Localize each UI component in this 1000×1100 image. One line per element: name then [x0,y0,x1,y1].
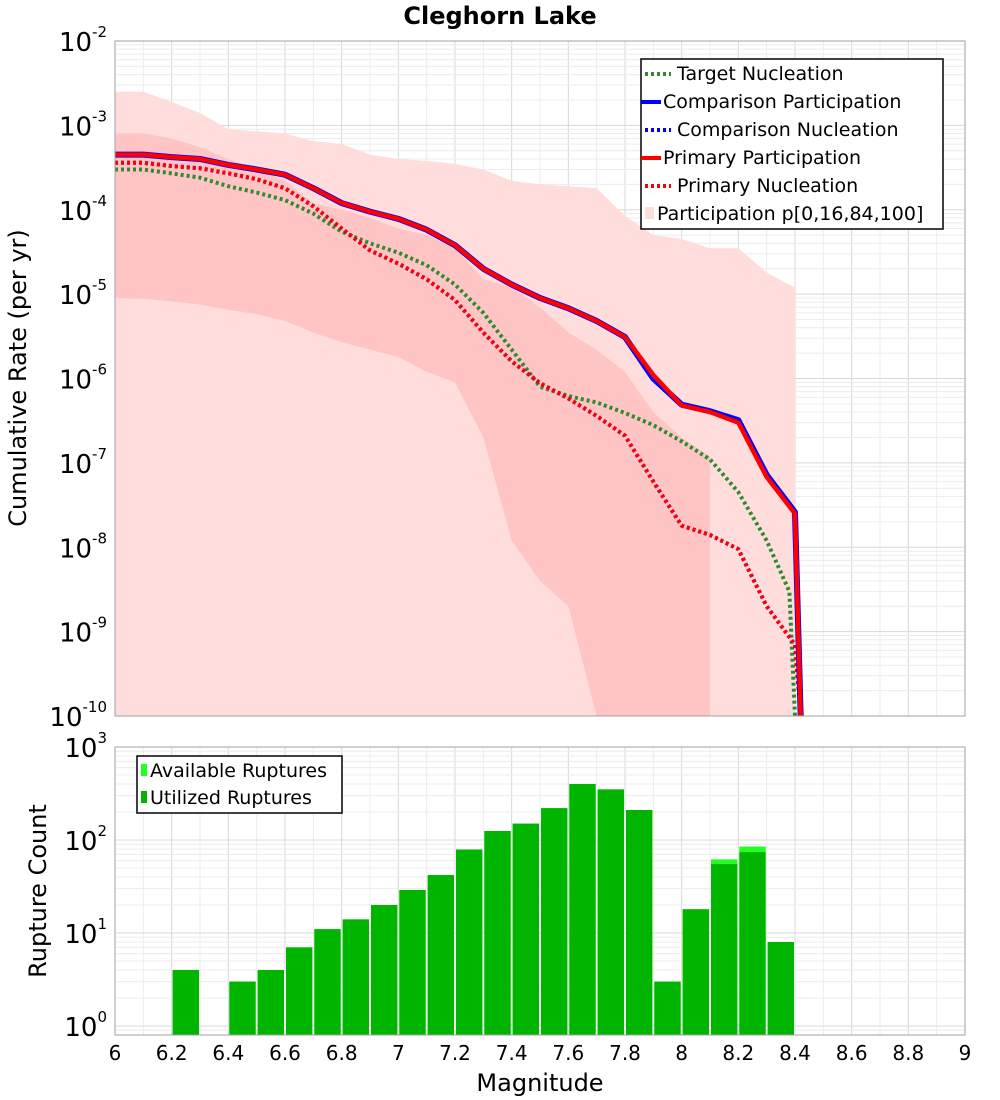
top-legend: Target Nucleation Comparison Participati… [640,58,944,230]
legend-item-available-ruptures: Available Ruptures [141,760,327,782]
bar-utilized [541,808,568,1035]
top-y-tick-label: 10-9 [59,614,107,649]
bottom-bars [172,784,794,1035]
x-tick-label: 6.8 [326,1041,358,1065]
bottom-y-tick-label: 100 [64,1008,107,1043]
bottom-y-axis-label: Rupture Count [24,804,52,978]
x-tick-label: 8.8 [892,1041,924,1065]
x-tick-label: 9 [959,1041,972,1065]
top-y-axis-label: Cumulative Rate (per yr) [4,229,32,527]
bottom-y-tick-label: 103 [64,729,107,764]
top-plot-frame [114,40,966,717]
top-y-tick-label: 10-7 [59,445,107,480]
legend-swatch-available-ruptures [141,764,147,776]
x-tick-label: 8 [675,1041,688,1065]
legend-item-primary-participation: Primary Participation [641,147,861,169]
top-y-tick-label: 10-5 [59,276,107,311]
x-tick-label: 7.2 [439,1041,471,1065]
x-axis-label: Magnitude [476,1069,603,1097]
bar-utilized [597,789,624,1035]
legend-swatch-utilized-ruptures [141,791,147,803]
legend-swatch-participation-band [645,207,654,219]
bar-utilized [682,909,709,1035]
bar-utilized [371,904,398,1035]
top-y-tick-labels: 10-10 10-9 10-8 10-7 10-6 10-5 10-4 10-3 10-2 [49,23,107,733]
bar-utilized [229,981,256,1035]
bar-utilized [172,969,199,1035]
x-tick-labels: 6 6.2 6.4 6.6 6.8 7 7.2 7.4 7.6 7.8 8 8.2 8.4 8.6 8.8 9 [109,1041,972,1065]
top-y-tick-label: 10-6 [59,361,107,396]
legend-label-primary-nucleation: Primary Nucleation [677,175,858,197]
bottom-y-tick-label: 102 [64,822,107,857]
top-y-tick-label: 10-2 [59,23,107,58]
top-y-tick-label: 10-3 [59,107,107,142]
top-bands [115,91,795,717]
x-tick-label: 7.6 [552,1041,584,1065]
bar-utilized [767,942,794,1035]
series-target-nucleation [115,167,797,717]
x-tick-label: 7 [392,1041,405,1065]
series-primary-nucleation [115,160,803,717]
bar-utilized [456,849,483,1035]
bar-utilized [654,981,681,1035]
bottom-legend: Available Ruptures Utilized Ruptures [136,755,343,814]
bar-utilized [569,784,596,1035]
bottom-y-tick-label: 101 [64,915,107,950]
bar-utilized [257,969,284,1035]
bar-utilized [484,830,511,1035]
bar-utilized [739,852,766,1035]
x-tick-label: 6 [109,1041,122,1065]
top-legend-box [640,58,944,230]
legend-item-participation-band: Participation p[0,16,84,100] [645,203,923,225]
bar-utilized [399,889,426,1035]
legend-label-comparison-nucleation: Comparison Nucleation [677,119,899,141]
x-tick-label: 7.8 [609,1041,641,1065]
legend-item-target-nucleation: Target Nucleation [645,63,844,85]
top-lines [115,151,804,717]
legend-label-participation-band: Participation p[0,16,84,100] [657,203,923,225]
legend-label-comparison-participation: Comparison Participation [663,91,901,113]
legend-label-utilized-ruptures: Utilized Ruptures [150,787,312,809]
bar-utilized [342,919,369,1035]
x-tick-label: 6.2 [156,1041,188,1065]
bar-utilized [512,823,539,1035]
band-inner [115,133,710,717]
legend-item-primary-nucleation: Primary Nucleation [645,175,858,197]
legend-label-available-ruptures: Available Ruptures [150,760,327,782]
bar-utilized [314,929,341,1035]
x-tick-label: 8.2 [722,1041,754,1065]
bar-utilized [286,947,313,1035]
x-tick-label: 7.4 [496,1041,528,1065]
legend-label-target-nucleation: Target Nucleation [676,63,844,85]
x-tick-label: 8.4 [779,1041,811,1065]
top-y-tick-label: 10-4 [59,192,107,227]
x-tick-label: 8.6 [836,1041,868,1065]
legend-item-utilized-ruptures: Utilized Ruptures [141,787,312,809]
bar-utilized [711,864,738,1035]
x-tick-label: 6.4 [212,1041,244,1065]
top-y-tick-label: 10-10 [49,698,107,733]
legend-label-primary-participation: Primary Participation [663,147,861,169]
bar-utilized [626,810,653,1035]
top-y-tick-label: 10-8 [59,529,107,564]
bottom-plot-frame [114,746,966,1036]
legend-item-comparison-nucleation: Comparison Nucleation [645,119,899,141]
chart-title: Cleghorn Lake [403,2,596,30]
bottom-y-tick-labels: 100 101 102 103 [64,729,107,1043]
bar-utilized [427,875,454,1035]
bottom-legend-box [136,755,343,814]
legend-item-comparison-participation: Comparison Participation [641,91,901,113]
x-tick-label: 6.6 [269,1041,301,1065]
series-primary-participation [115,152,803,717]
